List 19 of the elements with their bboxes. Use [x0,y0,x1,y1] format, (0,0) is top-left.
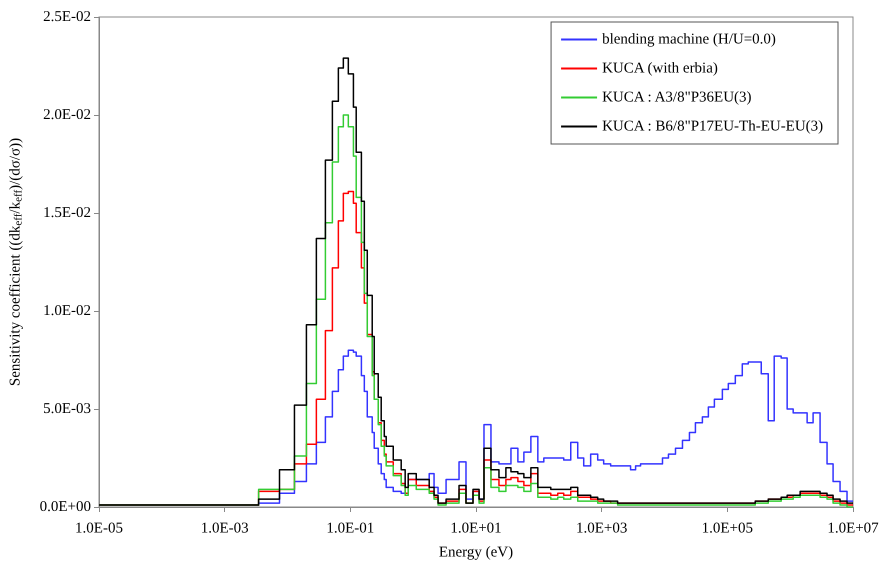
y-tick-label: 0.0E+00 [40,499,91,515]
y-tick-label: 1.5E-02 [43,205,91,221]
x-tick-label: 1.0E-03 [200,520,249,536]
x-tick-label: 1.0E-05 [75,520,123,536]
x-tick-label: 1.0E+05 [702,520,754,536]
x-tick-label: 1.0E-01 [326,520,374,536]
x-axis-title: Energy (eV) [438,544,514,560]
x-tick-label: 1.0E+07 [827,520,880,536]
legend-label: KUCA : B6/8"P17EU-Th-EU-EU(3) [602,118,824,134]
y-tick-label: 1.0E-02 [43,303,91,319]
x-tick-label: 1.0E+01 [450,520,502,536]
legend-label: blending machine (H/U=0.0) [602,32,776,48]
y-tick-label: 5.0E-03 [43,401,91,417]
legend-label: KUCA : A3/8"P36EU(3) [602,90,752,106]
legend-label: KUCA (with erbia) [602,60,718,76]
y-tick-label: 2.0E-02 [43,107,91,123]
y-axis-title: Sensitivity coefficient ((dkeff/keff)/(dσ/σ)) [8,138,24,386]
x-tick-label: 1.0E+03 [576,520,628,536]
y-tick-label: 2.5E-02 [43,9,91,25]
